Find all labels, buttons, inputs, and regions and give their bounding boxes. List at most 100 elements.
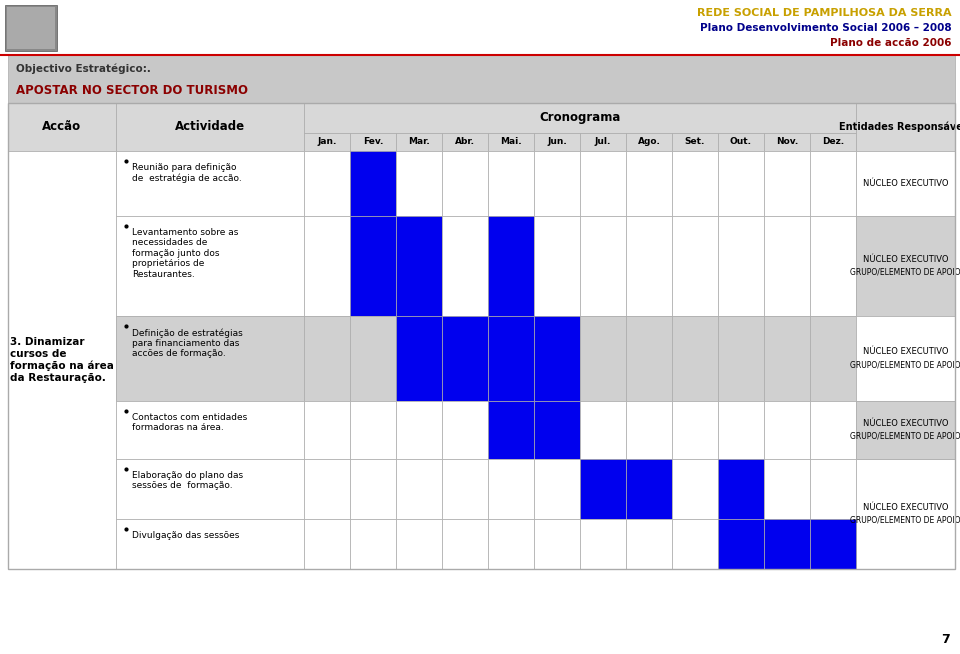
Bar [304, 401, 350, 459]
Text: GRUPO/ELEMENTO DE APOIO: GRUPO/ELEMENTO DE APOIO [851, 515, 960, 525]
Bar [396, 519, 442, 569]
Bar [580, 401, 626, 459]
Bar [396, 133, 442, 151]
Bar [396, 151, 442, 216]
Bar [116, 519, 304, 569]
Text: Mai.: Mai. [500, 137, 522, 146]
Bar [442, 519, 488, 569]
Bar [764, 133, 810, 151]
Bar [580, 459, 626, 519]
Text: Abr.: Abr. [455, 137, 475, 146]
Bar [718, 133, 764, 151]
Text: REDE SOCIAL DE PAMPILHOSA DA SERRA: REDE SOCIAL DE PAMPILHOSA DA SERRA [697, 8, 952, 18]
Text: Levantamento sobre as
necessidades de
formação junto dos
proprietários de
Restau: Levantamento sobre as necessidades de fo… [132, 228, 238, 279]
Bar [580, 133, 626, 151]
Text: Out.: Out. [730, 137, 752, 146]
Text: Fev.: Fev. [363, 137, 383, 146]
Bar [350, 459, 396, 519]
Bar [350, 519, 396, 569]
Bar [856, 401, 955, 459]
Bar [304, 459, 350, 519]
Bar [856, 316, 955, 401]
Text: Plano de accão 2006: Plano de accão 2006 [830, 38, 952, 48]
Bar [718, 316, 764, 401]
Bar [396, 216, 442, 316]
Bar [856, 151, 955, 216]
Bar [718, 519, 764, 569]
Bar [626, 401, 672, 459]
Text: Jun.: Jun. [547, 137, 566, 146]
Bar [304, 103, 856, 133]
Bar [304, 133, 350, 151]
Bar [8, 103, 955, 569]
Bar [304, 519, 350, 569]
Bar [672, 459, 718, 519]
Bar [534, 216, 580, 316]
Bar [626, 459, 672, 519]
Bar [764, 151, 810, 216]
Text: Entidades Responsáveis: Entidades Responsáveis [839, 122, 960, 132]
Bar [350, 216, 396, 316]
Text: Contactos com entidades
formadoras na área.: Contactos com entidades formadoras na ár… [132, 413, 248, 432]
Bar [8, 55, 955, 103]
Text: Cronograma: Cronograma [540, 111, 621, 124]
Bar [0, 0, 960, 55]
Bar [350, 401, 396, 459]
Bar [442, 151, 488, 216]
Text: GRUPO/ELEMENTO DE APOIO: GRUPO/ELEMENTO DE APOIO [851, 267, 960, 277]
Bar [580, 151, 626, 216]
Bar [626, 316, 672, 401]
Bar [350, 316, 396, 401]
Text: Jul.: Jul. [595, 137, 612, 146]
Bar [116, 103, 304, 151]
Bar [350, 133, 396, 151]
Bar [534, 519, 580, 569]
Text: Divulgação das sessões: Divulgação das sessões [132, 531, 239, 540]
Bar [396, 459, 442, 519]
Bar [5, 5, 57, 51]
Text: APOSTAR NO SECTOR DO TURISMO: APOSTAR NO SECTOR DO TURISMO [16, 84, 248, 97]
Text: NÚCLEO EXECUTIVO: NÚCLEO EXECUTIVO [863, 419, 948, 428]
Text: GRUPO/ELEMENTO DE APOIO: GRUPO/ELEMENTO DE APOIO [851, 360, 960, 369]
Bar [718, 151, 764, 216]
Bar [810, 151, 856, 216]
Bar [764, 519, 810, 569]
Bar [488, 151, 534, 216]
Bar [442, 401, 488, 459]
Bar [580, 216, 626, 316]
Bar [442, 216, 488, 316]
Bar [810, 519, 856, 569]
Bar [488, 401, 534, 459]
Text: Jan.: Jan. [318, 137, 337, 146]
Bar [488, 459, 534, 519]
Text: Set.: Set. [684, 137, 706, 146]
Bar [8, 151, 116, 569]
Bar [7, 7, 55, 49]
Bar [580, 519, 626, 569]
Text: NÚCLEO EXECUTIVO: NÚCLEO EXECUTIVO [863, 254, 948, 264]
Bar [534, 133, 580, 151]
Bar [116, 459, 304, 519]
Bar [350, 151, 396, 216]
Bar [810, 459, 856, 519]
Bar [672, 519, 718, 569]
Text: 7: 7 [941, 633, 950, 646]
Text: NÚCLEO EXECUTIVO: NÚCLEO EXECUTIVO [863, 502, 948, 511]
Bar [672, 401, 718, 459]
Text: Actividade: Actividade [175, 120, 245, 133]
Text: Ago.: Ago. [637, 137, 660, 146]
Bar [856, 103, 955, 151]
Bar [534, 151, 580, 216]
Bar [718, 459, 764, 519]
Bar [488, 216, 534, 316]
Bar [534, 459, 580, 519]
Bar [580, 316, 626, 401]
Bar [810, 401, 856, 459]
Bar [626, 151, 672, 216]
Bar [672, 216, 718, 316]
Text: Elaboração do plano das
sessões de  formação.: Elaboração do plano das sessões de forma… [132, 471, 243, 490]
Bar [396, 316, 442, 401]
Text: Dez.: Dez. [822, 137, 844, 146]
Bar [116, 316, 304, 401]
Bar [718, 401, 764, 459]
